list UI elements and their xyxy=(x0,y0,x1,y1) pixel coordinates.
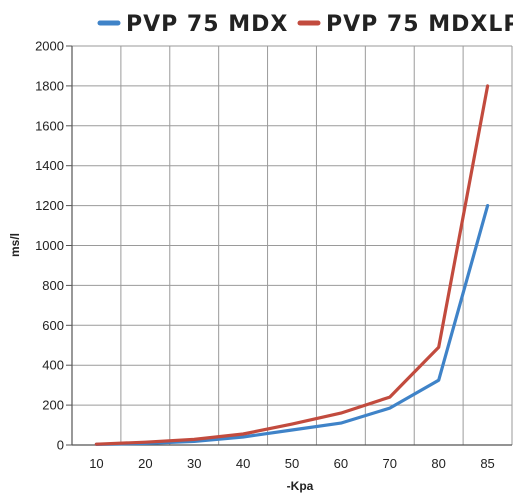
y-tick-label: 1800 xyxy=(35,78,64,93)
x-axis-ticks: 10 20 30 40 50 60 70 80 85 xyxy=(89,456,495,471)
x-axis-title: -Kpa xyxy=(287,479,314,493)
y-axis-title: ms/l xyxy=(8,233,22,257)
legend-label-series-2: PVP 75 MDXLP xyxy=(326,12,513,37)
x-tick-label: 40 xyxy=(236,456,250,471)
y-tick-label: 1400 xyxy=(35,158,64,173)
y-tick-label: 1200 xyxy=(35,198,64,213)
x-tick-label: 70 xyxy=(383,456,397,471)
x-tick-label: 85 xyxy=(480,456,494,471)
y-tick-label: 1600 xyxy=(35,118,64,133)
y-tick-label: 2000 xyxy=(35,39,64,54)
y-tick-label: 1000 xyxy=(35,238,64,253)
y-tick-label: 0 xyxy=(57,438,64,453)
x-tick-label: 30 xyxy=(187,456,201,471)
y-axis-ticks: 0 200 400 600 800 1000 1200 1400 1600 1800 2000 xyxy=(35,39,72,453)
x-tick-label: 60 xyxy=(334,456,348,471)
series-line-2 xyxy=(94,84,490,446)
x-tick-label: 10 xyxy=(89,456,103,471)
x-tick-label: 20 xyxy=(138,456,152,471)
y-tick-label: 400 xyxy=(42,358,64,373)
y-tick-label: 200 xyxy=(42,398,64,413)
x-tick-label: 80 xyxy=(431,456,445,471)
series-lines xyxy=(94,84,490,446)
y-tick-label: 800 xyxy=(42,278,64,293)
y-tick-label: 600 xyxy=(42,318,64,333)
x-tick-label: 50 xyxy=(285,456,299,471)
legend-label-series-1: PVP 75 MDX xyxy=(126,12,288,37)
grid-lines xyxy=(72,45,513,446)
legend: PVP 75 MDX PVP 75 MDXLP xyxy=(97,12,513,37)
